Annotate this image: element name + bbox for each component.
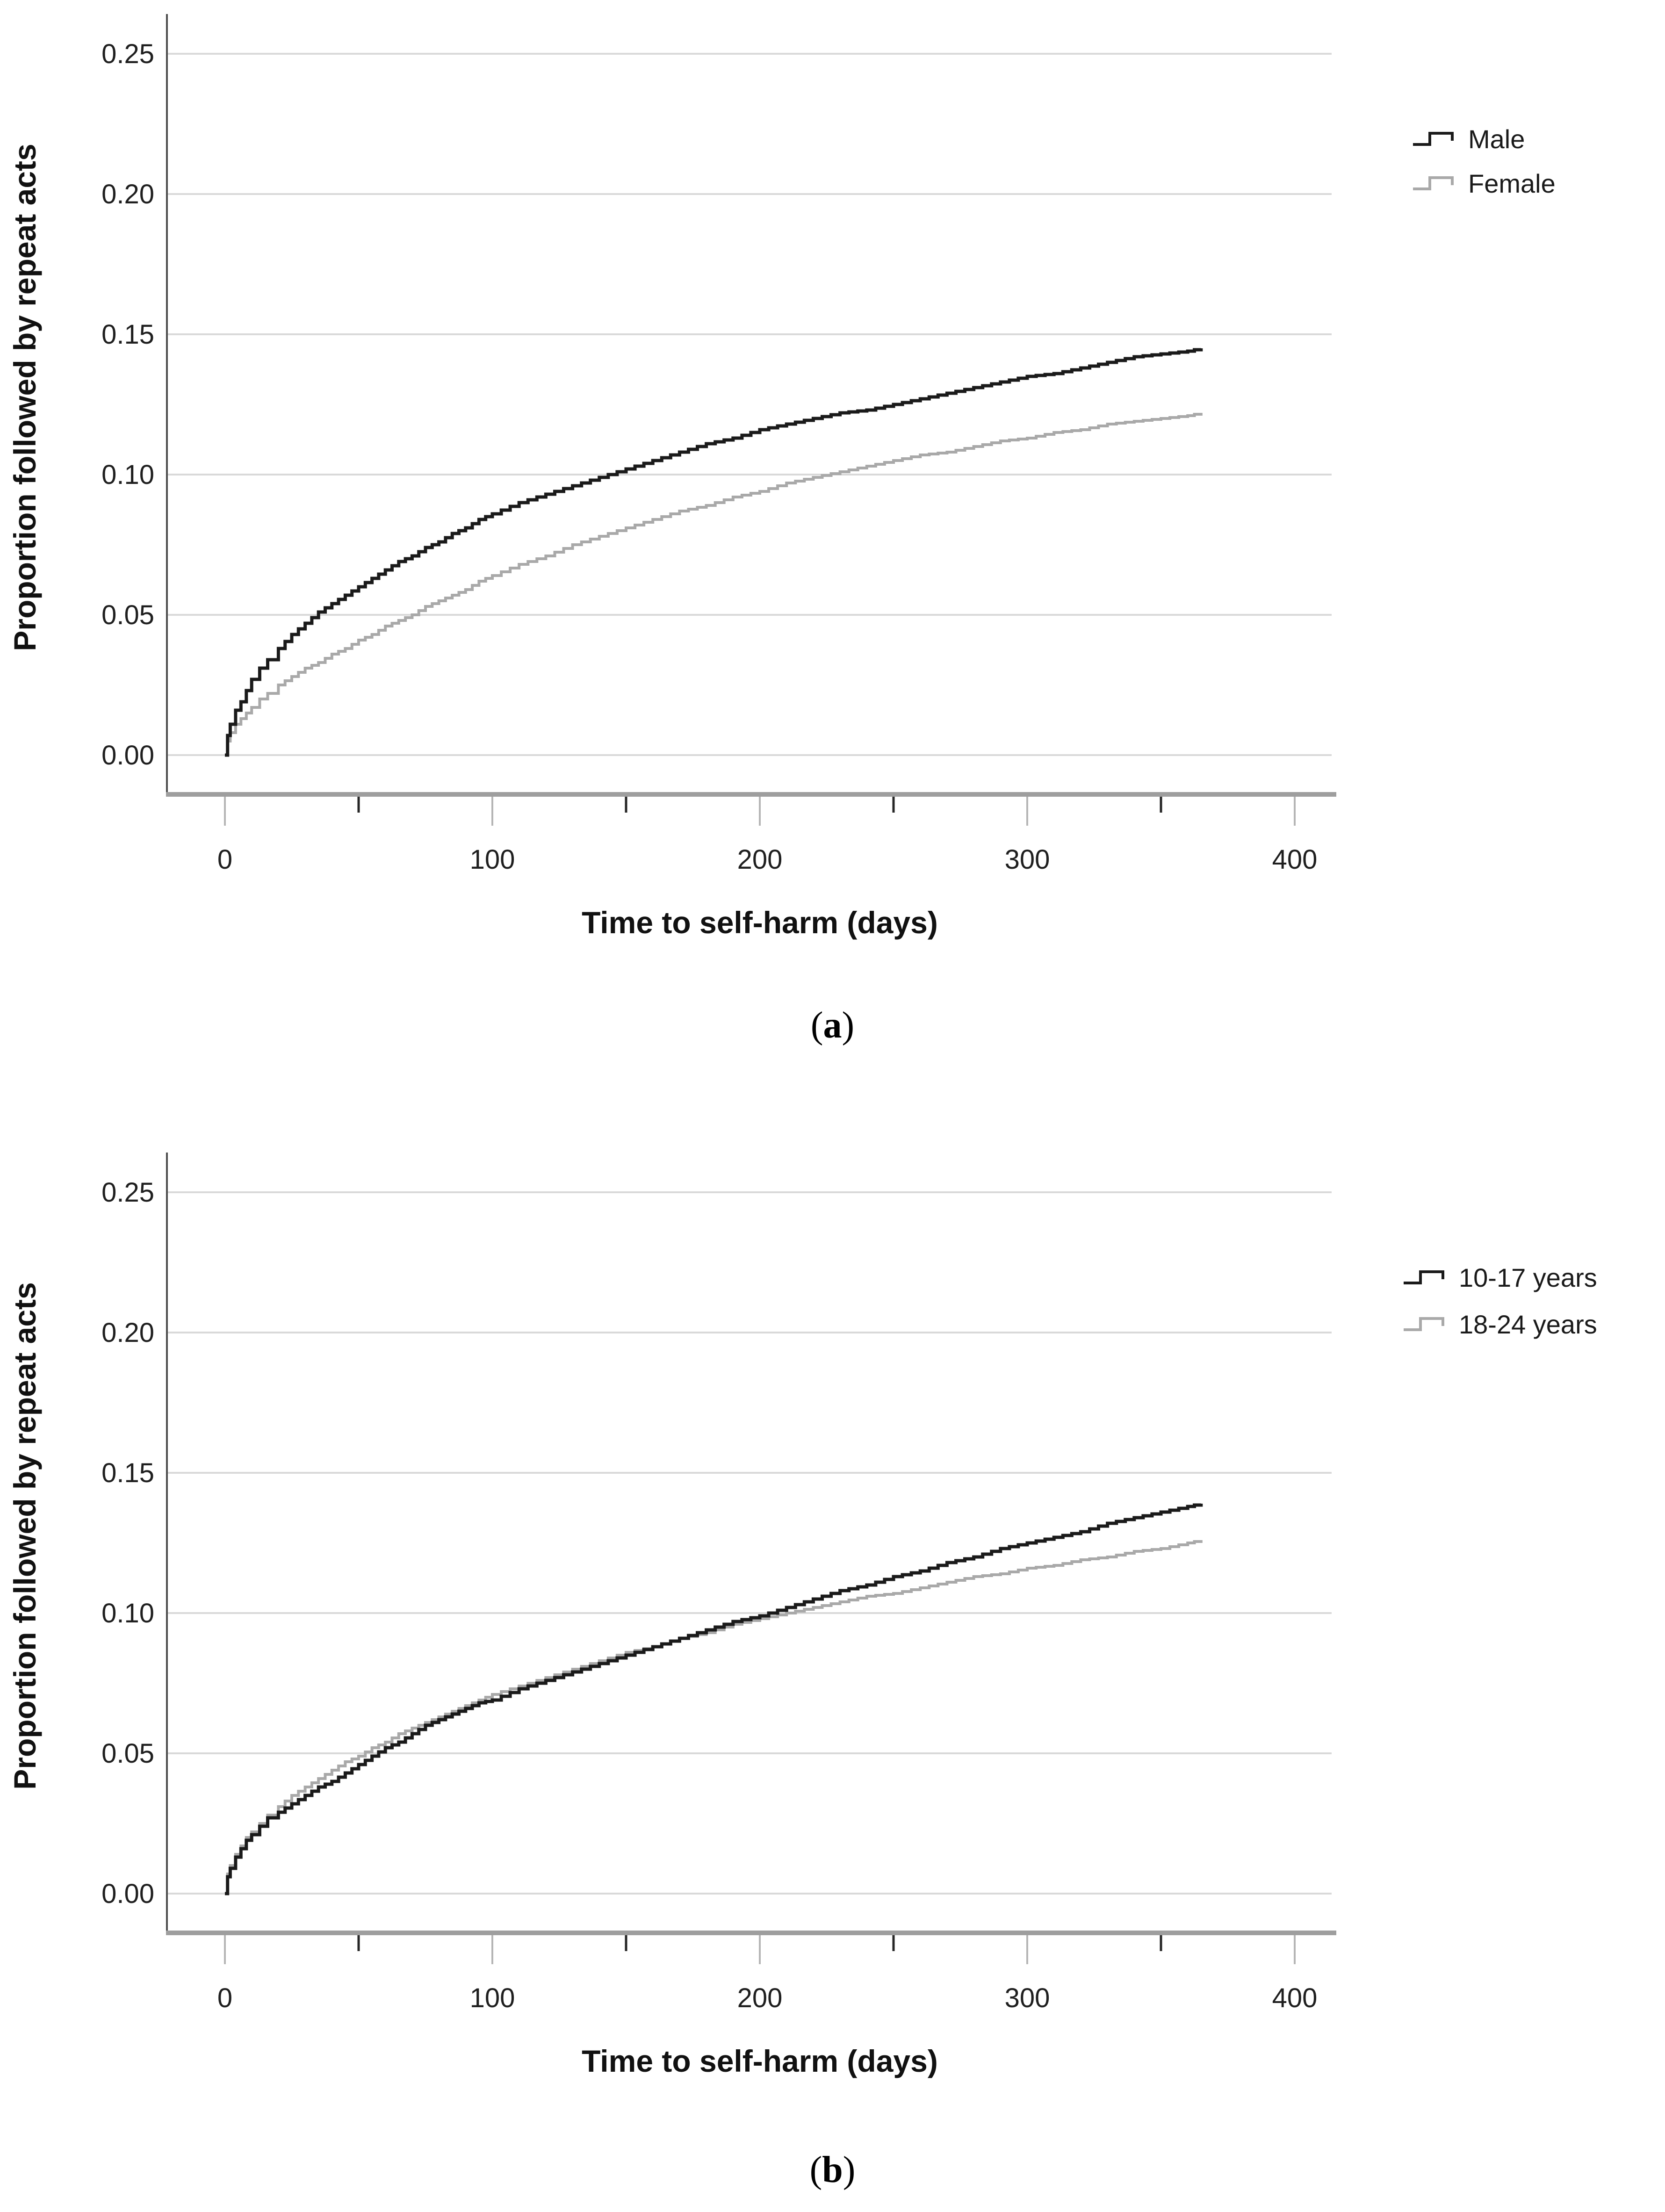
legend-item-10-17-years: 10-17 years: [1404, 1263, 1597, 1292]
legend-label: Male: [1468, 124, 1525, 154]
y-tick-label: 0.15: [101, 319, 154, 350]
figure-a-caption: (a): [0, 1004, 1665, 1047]
x-tick-label: 100: [470, 1983, 515, 2013]
caption-paren: ): [842, 1005, 855, 1046]
legend-item-male: Male: [1413, 124, 1525, 154]
legend-item-18-24-years: 18-24 years: [1404, 1310, 1597, 1339]
x-tick-label: 400: [1272, 844, 1318, 875]
series-curve-18-24-years: [225, 1540, 1203, 1895]
x-tick-label: 0: [217, 1983, 232, 2013]
x-tick-label: 200: [737, 1983, 783, 2013]
y-tick-label: 0.20: [101, 1318, 154, 1348]
y-tick-label: 0.05: [101, 1738, 154, 1769]
x-axis-title: Time to self-harm (days): [582, 905, 938, 940]
y-tick-label: 0.00: [101, 740, 154, 771]
y-tick-label: 0.25: [101, 1177, 154, 1208]
x-axis-bar: [166, 1931, 1336, 1935]
x-tick-label: 300: [1005, 844, 1050, 875]
caption-paren: (: [809, 2149, 822, 2190]
x-tick-label: 200: [737, 844, 783, 875]
x-axis-title: Time to self-harm (days): [582, 2044, 938, 2078]
y-axis-title: Proportion followed by repeat acts: [7, 144, 42, 651]
y-axis-title: Proportion followed by repeat acts: [7, 1282, 42, 1790]
legend-step-icon: [1404, 1317, 1444, 1331]
series-curve-10-17-years: [225, 1503, 1203, 1895]
legend-label: 10-17 years: [1459, 1263, 1597, 1292]
caption-letter: b: [822, 2149, 843, 2190]
x-tick-label: 0: [217, 844, 232, 875]
caption-paren: (: [810, 1005, 823, 1046]
y-tick-label: 0.10: [101, 1598, 154, 1628]
legend-step-icon: [1413, 132, 1454, 146]
series-curve-female: [225, 413, 1203, 757]
figure-b-caption: (b): [0, 2149, 1665, 2191]
figure-b: 0.25 0.20 0.15 0.10 0.05 0.00 0 100 200 300 400 Tim…: [0, 1138, 1665, 2153]
figure-a: 0.25 0.20 0.15 0.10 0.05 0.00 0 100 200 300 400 Tim…: [0, 0, 1665, 1015]
y-tick-label: 0.15: [101, 1458, 154, 1488]
x-tick-label: 300: [1005, 1983, 1050, 2013]
legend-label: 18-24 years: [1459, 1310, 1597, 1339]
x-tick-label: 100: [470, 844, 515, 875]
y-tick-label: 0.05: [101, 600, 154, 630]
series-curve-male: [225, 348, 1203, 757]
y-tick-label: 0.25: [101, 39, 154, 69]
survival-chart-by-age-group: 0.25 0.20 0.15 0.10 0.05 0.00 0 100 200 300 400 Tim…: [7, 1153, 1597, 2078]
x-tick-label: 400: [1272, 1983, 1318, 2013]
y-tick-label: 0.00: [101, 1879, 154, 1909]
legend-step-icon: [1404, 1270, 1444, 1284]
x-axis-bar: [166, 792, 1336, 797]
y-tick-label: 0.10: [101, 460, 154, 490]
legend-label: Female: [1468, 169, 1556, 198]
caption-letter: a: [823, 1005, 842, 1046]
caption-paren: ): [843, 2149, 856, 2190]
legend-item-female: Female: [1413, 169, 1556, 198]
y-tick-label: 0.20: [101, 179, 154, 209]
survival-chart-by-sex: 0.25 0.20 0.15 0.10 0.05 0.00 0 100 200 300 400 Tim…: [7, 14, 1556, 940]
legend-step-icon: [1413, 176, 1454, 190]
